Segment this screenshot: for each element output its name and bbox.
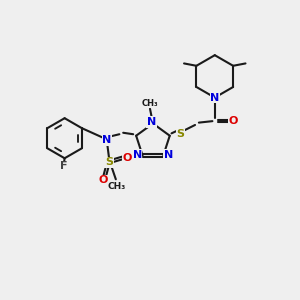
Text: O: O bbox=[98, 176, 108, 185]
Text: CH₃: CH₃ bbox=[142, 99, 158, 108]
Text: S: S bbox=[105, 157, 113, 167]
Text: N: N bbox=[133, 150, 142, 160]
Text: O: O bbox=[228, 116, 238, 126]
Text: N: N bbox=[147, 117, 156, 127]
Text: O: O bbox=[123, 153, 132, 163]
Text: N: N bbox=[102, 135, 111, 145]
Text: N: N bbox=[164, 150, 173, 160]
Text: CH₃: CH₃ bbox=[108, 182, 126, 191]
Text: S: S bbox=[176, 129, 184, 140]
Text: N: N bbox=[210, 93, 219, 103]
Text: F: F bbox=[60, 161, 68, 172]
